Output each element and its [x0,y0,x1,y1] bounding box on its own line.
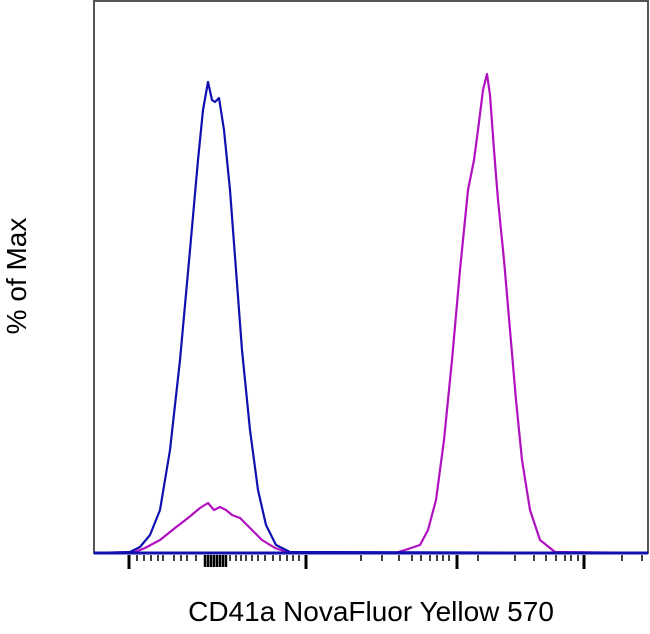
x-axis-ticks [127,555,643,569]
series-magenta-stained [93,72,649,555]
plot-area [93,0,649,554]
y-axis-label: % of Max [0,0,40,553]
x-axis-label: CD41a NovaFluor Yellow 570 [188,596,554,627]
series-blue-control [93,80,649,555]
y-axis-label-text: % of Max [1,217,32,335]
